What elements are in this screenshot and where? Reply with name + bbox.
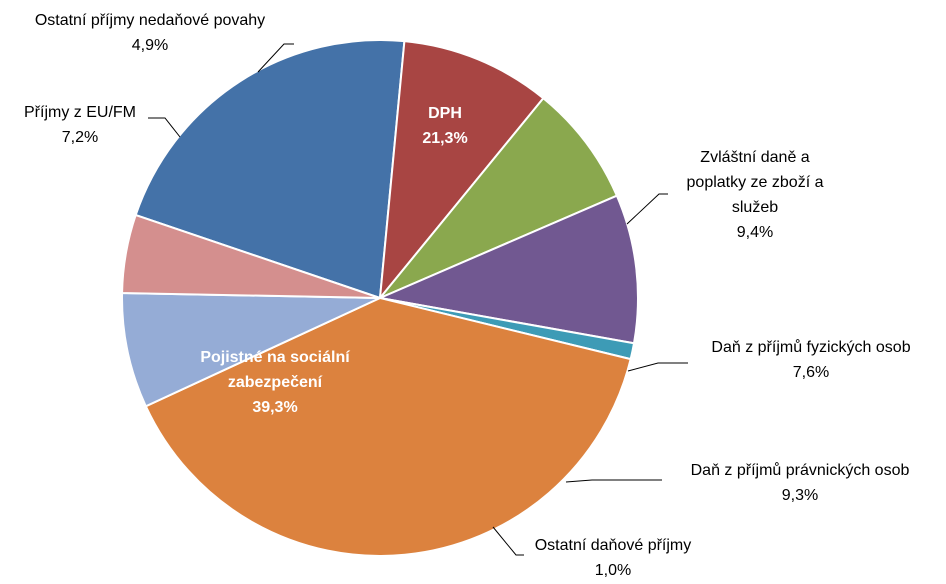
slice-name-dpfo: Daň z příjmů fyzických osob [711,338,910,356]
leader-line-spotrebni [626,193,668,225]
slice-name-dph: DPH [428,105,462,122]
pie-slice-pojistne [144,296,632,558]
slice-name-spotrebni: poplatky ze zboží a [687,174,824,191]
pie-slice-dpfo [379,96,619,299]
slice-label-dppo: Daň z příjmů právnických osob 9,3% [691,461,910,504]
slice-value-spotrebni: 9,4% [737,224,773,241]
slice-label-nedanove: Ostatní příjmy nedaňové povahy 4,9% [35,12,265,54]
slice-name-dppo: Daň z příjmů právnických osob [691,461,910,479]
leader-line-dpfo [627,362,688,372]
pie-slice-eu_fm [121,291,381,408]
leader-line-dppo [565,479,662,483]
leader-line-nedanove [257,43,294,73]
slice-label-ostatni_danove: Ostatní daňové příjmy 1,0% [535,537,692,579]
slice-label-spotrebni: Zvláštní daně a poplatky ze zboží a služeb… [687,149,824,241]
slice-name-pojistne: Pojistné na sociální [200,349,350,366]
labels-layer: DPH 21,3% Zvláštní daně a poplatky ze zboží… [24,12,911,579]
slice-name-spotrebni: služeb [732,199,778,216]
slice-name-eu_fm: Příjmy z EU/FM [24,104,136,121]
pie-slice-dph [134,39,406,300]
slice-name-pojistne: zabezpečení [228,374,323,391]
pie-slice-nedanove [121,213,381,299]
slice-value-nedanove: 4,9% [132,37,168,54]
slice-name-spotrebni: Zvláštní daně a [700,149,810,166]
slice-value-pojistne: 39,3% [252,399,297,416]
slice-value-dpfo: 7,6% [793,364,829,381]
slice-label-dph: DPH 21,3% [422,105,467,147]
slice-name-ostatni_danove: Ostatní daňové příjmy [535,537,692,554]
slice-value-ostatni_danove: 1,0% [595,562,631,579]
slice-label-pojistne: Pojistné na sociální zabezpečení 39,3% [200,349,350,416]
leader-lines-layer [148,43,688,556]
leader-line-eu_fm [148,117,181,138]
slice-name-nedanove: Ostatní příjmy nedaňové povahy [35,12,265,29]
slice-value-eu_fm: 7,2% [62,129,98,146]
leader-line-ostatni_danove [492,526,524,556]
slices-layer [121,39,639,558]
pie-slice-dppo [376,194,639,345]
pie-slice-spotrebni [378,40,545,302]
slice-value-dppo: 9,3% [782,487,818,504]
slice-label-eu_fm: Příjmy z EU/FM 7,2% [24,104,136,146]
slice-label-dpfo: Daň z příjmů fyzických osob 7,6% [711,338,910,381]
slice-value-dph: 21,3% [422,130,467,147]
